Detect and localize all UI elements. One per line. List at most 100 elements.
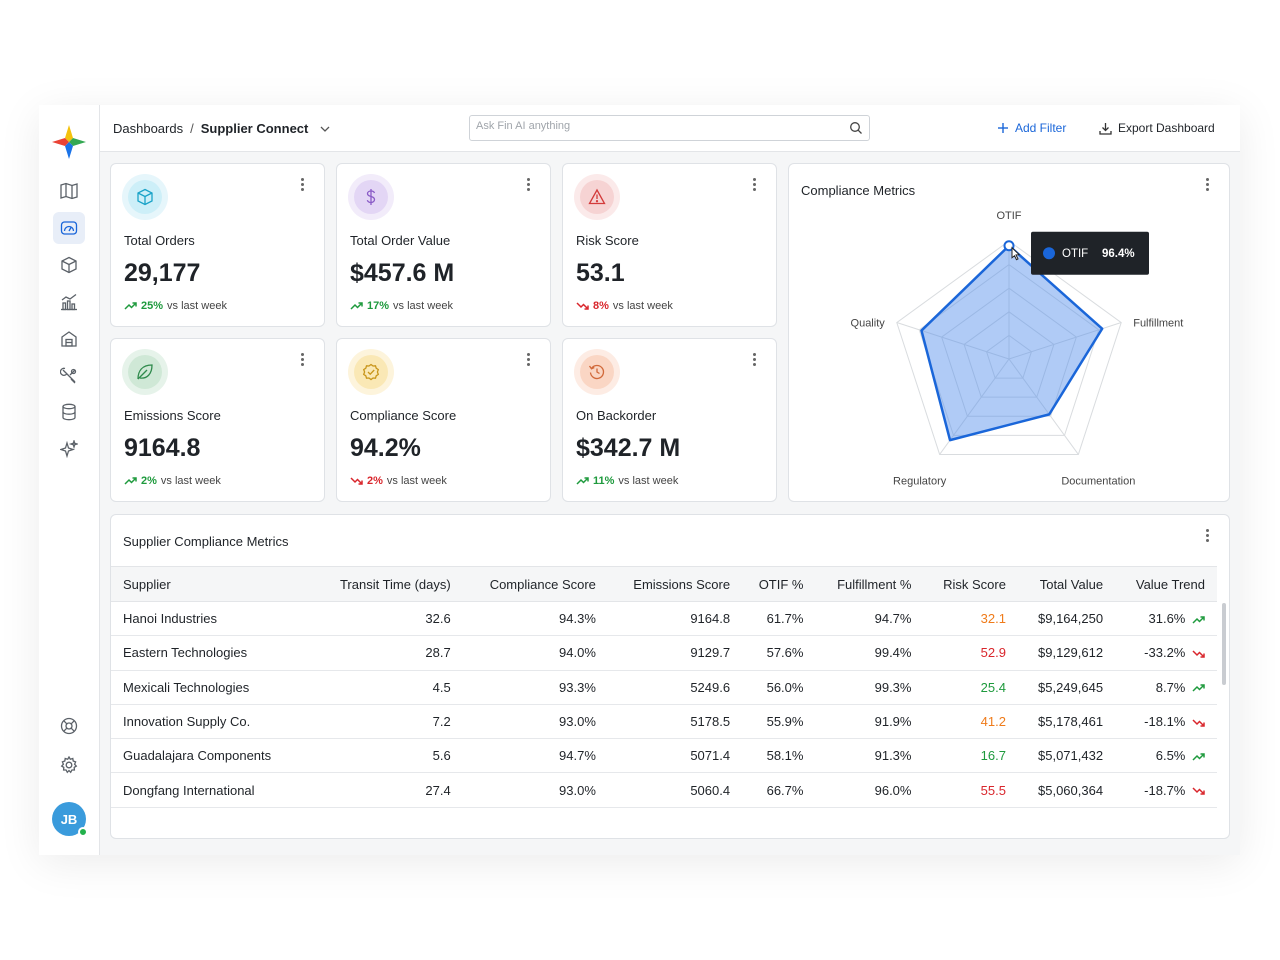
- column-header[interactable]: OTIF %: [758, 576, 804, 592]
- kpi-icon-ring: [122, 349, 168, 395]
- kpi-trend-pct: 2%: [141, 475, 157, 487]
- cell-trend: -33.2%: [1115, 636, 1217, 670]
- kpi-value: 9164.8: [124, 434, 201, 462]
- table-row[interactable]: Hanoi Industries 32.6 94.3% 9164.8 61.7% 94.7…: [111, 602, 1217, 636]
- chevron-down-icon[interactable]: [319, 123, 331, 135]
- nav-map-icon[interactable]: [53, 175, 85, 207]
- cell-risk: 52.9: [980, 645, 1006, 661]
- cell-compliance: 93.0%: [559, 714, 596, 730]
- kpi-value: 94.2%: [350, 434, 421, 462]
- nav-dashboard-icon[interactable]: [53, 212, 85, 244]
- kpi-trend-note: vs last week: [167, 300, 227, 312]
- kpi-value: 53.1: [576, 259, 625, 287]
- kpi-more-icon[interactable]: [301, 353, 305, 367]
- kpi-trend: 11% vs last week: [576, 475, 678, 487]
- table-row[interactable]: Innovation Supply Co. 7.2 93.0% 5178.5 55.9%…: [111, 704, 1217, 739]
- cube-icon: [137, 188, 153, 206]
- kpi-label: Total Orders: [124, 233, 195, 248]
- table-scrollbar[interactable]: [1222, 603, 1226, 685]
- trend-up-icon: [350, 302, 363, 310]
- kpi-trend-note: vs last week: [386, 475, 447, 487]
- table-header-row: Supplier Transit Time (days) Compliance Sc…: [111, 566, 1217, 602]
- cell-transit: 32.6: [425, 611, 451, 627]
- chart-more-icon[interactable]: [1206, 178, 1210, 192]
- search-input[interactable]: [476, 120, 836, 132]
- column-header[interactable]: Emissions Score: [633, 576, 731, 592]
- kpi-more-icon[interactable]: [527, 178, 531, 192]
- nav-settings-gear-icon[interactable]: [53, 749, 85, 781]
- warning-icon: [588, 188, 606, 205]
- kpi-more-icon[interactable]: [753, 353, 757, 367]
- breadcrumb-current[interactable]: Supplier Connect: [200, 121, 309, 136]
- nav-box-icon[interactable]: [53, 249, 85, 281]
- cell-otif: 58.1%: [766, 748, 804, 764]
- column-header[interactable]: Transit Time (days): [339, 576, 451, 592]
- table-row[interactable]: Mexicali Technologies 4.5 93.3% 5249.6 56.0%…: [111, 670, 1217, 705]
- table-row[interactable]: Eastern Technologies 28.7 94.0% 9129.7 57.6%…: [111, 636, 1217, 671]
- table-row[interactable]: Guadalajara Components 5.6 94.7% 5071.4 58.1…: [111, 739, 1217, 773]
- column-header[interactable]: Fulfillment %: [837, 576, 912, 592]
- cell-trend: -18.1%: [1115, 704, 1217, 738]
- trend-up-icon: [124, 302, 137, 310]
- add-filter-button[interactable]: Add Filter: [997, 121, 1066, 135]
- radar-chart: OTIF Fulfillment Documentation Regulatory Qu…: [851, 210, 1184, 487]
- cell-supplier: Innovation Supply Co.: [123, 714, 251, 730]
- badge-check-icon: [362, 363, 380, 381]
- kpi-icon-ring: [574, 174, 620, 220]
- nav-database-icon[interactable]: [53, 396, 85, 428]
- kpi-trend-pct: 11%: [593, 475, 615, 487]
- plus-icon: [998, 123, 1008, 133]
- cell-trend: 8.7%: [1115, 670, 1217, 704]
- top-bar: Dashboards / Supplier Connect Add Filter…: [100, 105, 1240, 152]
- column-header[interactable]: Total Value: [1039, 576, 1104, 592]
- cell-otif: 56.0%: [766, 679, 804, 695]
- nav-tools-icon[interactable]: [53, 360, 85, 392]
- table-row[interactable]: Dongfang International 27.4 93.0% 5060.4 66.…: [111, 773, 1217, 808]
- kpi-trend-pct: 17%: [367, 300, 390, 312]
- cell-risk: 25.4: [980, 679, 1006, 695]
- cell-trend: 31.6%: [1115, 602, 1217, 636]
- kpi-more-icon[interactable]: [753, 178, 757, 192]
- kpi-card-emissions-score: Emissions Score 9164.8 2% vs last week: [110, 338, 325, 502]
- cell-total: $9,129,612: [1038, 645, 1104, 661]
- trend-down-icon: [1192, 787, 1205, 795]
- radar-point-otif[interactable]: [1003, 240, 1015, 252]
- cell-emissions: 5071.4: [690, 748, 731, 764]
- cell-otif: 57.6%: [766, 645, 804, 661]
- column-header[interactable]: Risk Score: [943, 576, 1006, 592]
- export-dashboard-button[interactable]: Export Dashboard: [1099, 121, 1215, 135]
- pointer-cursor-icon: [1011, 246, 1021, 261]
- column-header[interactable]: Compliance Score: [489, 576, 596, 592]
- supplier-table: Supplier Transit Time (days) Compliance Sc…: [111, 566, 1217, 808]
- kpi-value: $457.6 M: [350, 259, 455, 287]
- search-icon[interactable]: [849, 121, 863, 135]
- radar-grid-ring: [941, 287, 1077, 417]
- cell-fulfillment: 99.4%: [874, 645, 912, 661]
- nav-analytics-icon[interactable]: [53, 286, 85, 318]
- kpi-card-total-order-value: Total Order Value $457.6 M 17% vs last w…: [336, 163, 551, 327]
- tooltip-label: OTIF: [1062, 248, 1088, 260]
- kpi-more-icon[interactable]: [527, 353, 531, 367]
- user-avatar[interactable]: JB: [52, 802, 88, 837]
- dollar-icon: [366, 189, 376, 205]
- kpi-more-icon[interactable]: [301, 178, 305, 192]
- trend-value: -18.1%: [1144, 714, 1186, 730]
- nav-warehouse-icon[interactable]: [53, 323, 85, 355]
- table-more-icon[interactable]: [1206, 529, 1210, 543]
- cell-trend: 6.5%: [1115, 739, 1217, 773]
- nav-ai-sparkle-icon[interactable]: [53, 433, 85, 465]
- column-header[interactable]: Value Trend: [1135, 576, 1205, 592]
- nav-support-icon[interactable]: [53, 710, 85, 742]
- column-header[interactable]: Supplier: [123, 576, 171, 592]
- cell-supplier: Hanoi Industries: [123, 611, 217, 627]
- cell-compliance: 94.0%: [559, 645, 596, 661]
- cell-otif: 55.9%: [766, 714, 804, 730]
- cell-compliance: 93.3%: [559, 679, 596, 695]
- compliance-metrics-title: Compliance Metrics: [801, 183, 916, 198]
- kpi-trend-note: vs last week: [612, 300, 673, 312]
- cell-supplier: Eastern Technologies: [123, 645, 248, 661]
- brand-logo-icon[interactable]: [52, 125, 86, 159]
- breadcrumb-dashboards[interactable]: Dashboards: [113, 121, 184, 136]
- kpi-trend: 25% vs last week: [124, 300, 227, 312]
- tooltip-value: 96.4%: [1102, 248, 1135, 260]
